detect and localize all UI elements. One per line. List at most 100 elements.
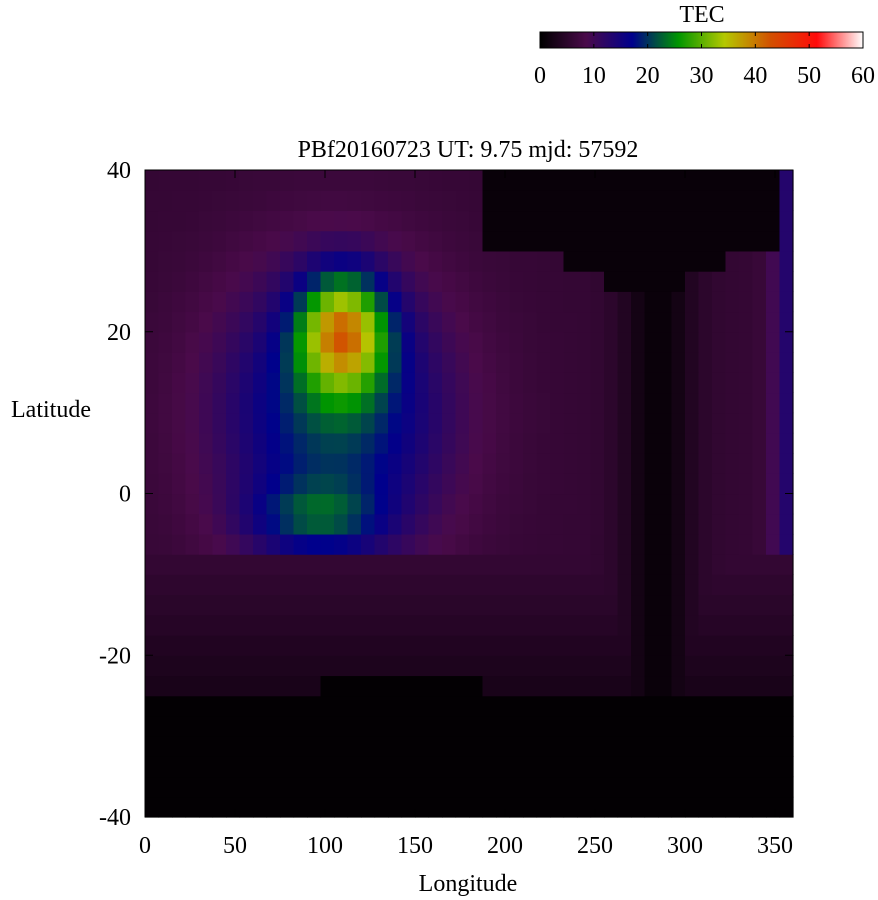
heatmap-cell: [766, 614, 781, 636]
heatmap-cell: [563, 473, 578, 495]
heatmap-cell: [374, 493, 389, 515]
heatmap-cell: [455, 533, 470, 555]
heatmap-cell: [671, 796, 686, 818]
heatmap-cell: [361, 776, 376, 798]
heatmap-cell: [374, 574, 389, 596]
heatmap-cell: [428, 594, 443, 616]
heatmap-cell: [766, 170, 781, 191]
heatmap-cell: [388, 533, 403, 555]
heatmap-cell: [644, 412, 659, 434]
heatmap-cell: [631, 614, 646, 636]
heatmap-cell: [212, 574, 227, 596]
heatmap-cell: [752, 675, 767, 697]
heatmap-cell: [199, 695, 214, 717]
heatmap-cell: [442, 432, 457, 454]
heatmap-cell: [482, 554, 497, 575]
heatmap-cell: [226, 250, 241, 272]
heatmap-cell: [698, 210, 713, 232]
heatmap-cell: [779, 331, 794, 353]
heatmap-cell: [604, 533, 619, 555]
heatmap-cell: [482, 190, 497, 212]
heatmap-cell: [685, 311, 700, 333]
heatmap-cell: [617, 776, 632, 798]
heatmap-cell: [766, 635, 781, 656]
heatmap-cell: [347, 271, 362, 292]
heatmap-cell: [698, 170, 713, 191]
heatmap-cell: [590, 635, 605, 656]
heatmap-cell: [590, 756, 605, 778]
heatmap-cell: [145, 655, 160, 677]
heatmap-cell: [617, 271, 632, 292]
heatmap-cell: [523, 655, 538, 677]
heatmap-cell: [401, 776, 416, 798]
heatmap-cell: [644, 331, 659, 353]
heatmap-cell: [226, 331, 241, 353]
heatmap-cell: [766, 190, 781, 212]
heatmap-cell: [496, 493, 511, 515]
heatmap-cell: [401, 614, 416, 636]
y-tick-label: 0: [119, 482, 131, 508]
heatmap-cell: [685, 331, 700, 353]
heatmap-cell: [145, 695, 160, 717]
heatmap-cell: [334, 736, 349, 757]
heatmap-cell: [523, 392, 538, 414]
heatmap-cell: [307, 453, 322, 474]
heatmap-cell: [577, 756, 592, 778]
heatmap-cell: [239, 736, 254, 757]
heatmap-cell: [631, 675, 646, 697]
heatmap-cell: [401, 675, 416, 697]
heatmap-cell: [428, 513, 443, 535]
heatmap-cell: [563, 594, 578, 616]
heatmap-cell: [347, 432, 362, 454]
heatmap-cell: [482, 291, 497, 313]
heatmap-cell: [307, 372, 322, 394]
heatmap-cell: [455, 635, 470, 656]
heatmap-cell: [577, 311, 592, 333]
heatmap-cell: [185, 635, 200, 656]
x-tick-label: 50: [223, 833, 247, 859]
heatmap-cell: [428, 170, 443, 191]
heatmap-cell: [347, 412, 362, 434]
heatmap-cell: [685, 776, 700, 798]
heatmap-cell: [590, 614, 605, 636]
heatmap-cell: [469, 493, 484, 515]
heatmap-cell: [536, 392, 551, 414]
heatmap-cell: [739, 311, 754, 333]
heatmap-cell: [658, 311, 673, 333]
heatmap-cell: [266, 655, 281, 677]
heatmap-cell: [428, 533, 443, 555]
heatmap-cell: [685, 594, 700, 616]
heatmap-cell: [172, 533, 187, 555]
heatmap-cell: [482, 513, 497, 535]
heatmap-cell: [577, 655, 592, 677]
heatmap-cell: [658, 291, 673, 313]
heatmap-cell: [698, 412, 713, 434]
heatmap-cell: [374, 614, 389, 636]
heatmap-cell: [536, 554, 551, 575]
heatmap-cell: [455, 655, 470, 677]
colorbar-label: TEC: [679, 2, 724, 28]
heatmap-cell: [523, 453, 538, 474]
heatmap-cell: [253, 271, 268, 292]
heatmap-cell: [320, 331, 335, 353]
heatmap-cell: [307, 170, 322, 191]
heatmap-cell: [725, 230, 740, 252]
heatmap-cell: [550, 291, 565, 313]
heatmap-cell: [280, 715, 295, 737]
heatmap-cell: [658, 331, 673, 353]
heatmap-cell: [536, 574, 551, 596]
heatmap-cell: [563, 230, 578, 252]
heatmap-cell: [644, 533, 659, 555]
heatmap-cell: [226, 614, 241, 636]
x-axis-ticks: 0 50 100 150 200 250 300 350: [139, 170, 793, 859]
heatmap-cell: [739, 473, 754, 495]
heatmap-cell: [401, 230, 416, 252]
heatmap-cell: [631, 230, 646, 252]
heatmap-cell: [374, 230, 389, 252]
heatmap-cell: [280, 655, 295, 677]
heatmap-cell: [739, 635, 754, 656]
heatmap-cell: [307, 574, 322, 596]
heatmap-cell: [658, 533, 673, 555]
heatmap-cell: [442, 736, 457, 757]
heatmap-cell: [442, 513, 457, 535]
